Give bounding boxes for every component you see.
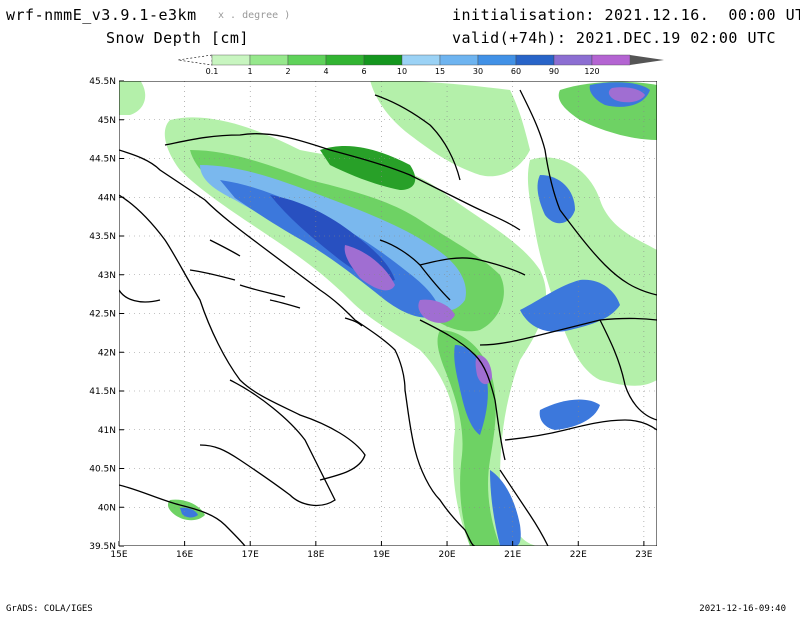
footer-timestamp: 2021-12-16-09:40 [699, 604, 786, 614]
colorbar-label: 120 [584, 67, 599, 76]
lon-label: 15E [110, 550, 127, 560]
lat-label: 44.5N [89, 155, 116, 165]
colorbar-high-arrow [630, 55, 664, 65]
footer-credit: GrADS: COLA/IGES [6, 604, 93, 614]
colorbar-label: 2 [285, 67, 290, 76]
lat-label: 39.5N [89, 542, 116, 552]
lat-label: 45N [98, 116, 116, 126]
lon-label: 16E [176, 550, 193, 560]
snow-light [164, 117, 547, 546]
lon-label: 21E [504, 550, 521, 560]
colorbar-label: 4 [323, 67, 328, 76]
lat-label: 40N [98, 503, 116, 513]
lat-label: 41.5N [89, 387, 116, 397]
colorbar-swatch [477, 54, 517, 66]
snow-light [370, 81, 530, 177]
colorbar-label: 60 [511, 67, 521, 76]
colorbar-swatch [553, 54, 593, 66]
lat-label: 45.5N [89, 77, 116, 87]
coastlines-borders [119, 89, 657, 546]
snow-blue [520, 279, 620, 332]
colorbar-swatch [591, 54, 631, 66]
lon-label: 22E [570, 550, 587, 560]
colorbar: 0.1 1 2 4 6 10 15 30 60 90 120 [177, 54, 664, 76]
colorbar-swatch [287, 54, 327, 66]
colorbar-swatch [363, 54, 403, 66]
colorbar-label: 1 [247, 67, 252, 76]
lon-label: 17E [242, 550, 259, 560]
colorbar-swatch [249, 54, 289, 66]
lat-label: 44N [98, 193, 116, 203]
lat-label: 41N [98, 426, 116, 436]
lon-label: 18E [307, 550, 324, 560]
colorbar-label: 6 [361, 67, 366, 76]
init-time: initialisation: 2021.12.16. 00:00 UTC [452, 6, 800, 24]
snow-green [320, 145, 416, 190]
colorbar-swatch [439, 54, 479, 66]
snow-blue [539, 399, 600, 430]
colorbar-label: 30 [473, 67, 483, 76]
colorbar-label: 15 [435, 67, 445, 76]
colorbar-swatch [401, 54, 441, 66]
lat-label: 40.5N [89, 465, 116, 475]
colorbar-label: 0.1 [206, 67, 219, 76]
snow-blue [180, 507, 198, 518]
lon-label: 20E [438, 550, 455, 560]
lat-label: 43.5N [89, 232, 116, 242]
lat-label: 42N [98, 348, 116, 358]
snow-purple [418, 299, 455, 323]
snow-blue [490, 470, 521, 546]
snow-purple [608, 87, 645, 103]
colorbar-swatch [325, 54, 365, 66]
colorbar-swatch [515, 54, 555, 66]
colorbar-swatch [211, 54, 251, 66]
lat-label: 42.5N [89, 310, 116, 320]
snow-light [119, 81, 146, 115]
axis-labels: 15E 16E 17E 18E 19E 20E 21E 22E 23E 45.5N 45N 44.5N… [89, 77, 653, 560]
snow-purple [344, 245, 395, 291]
colorbar-label: 10 [397, 67, 407, 76]
units-note: x . degree ) [218, 10, 291, 21]
lat-label: 43N [98, 271, 116, 281]
lon-label: 23E [635, 550, 652, 560]
valid-time: valid(+74h): 2021.DEC.19 02:00 UTC [452, 29, 777, 47]
colorbar-label: 90 [549, 67, 559, 76]
colorbar-low-arrow [177, 54, 213, 66]
map-area [119, 81, 657, 546]
model-title: wrf-nmmE_v3.9.1-e3km [6, 6, 197, 24]
lon-label: 19E [373, 550, 390, 560]
variable-title: Snow Depth [cm] [106, 29, 249, 47]
